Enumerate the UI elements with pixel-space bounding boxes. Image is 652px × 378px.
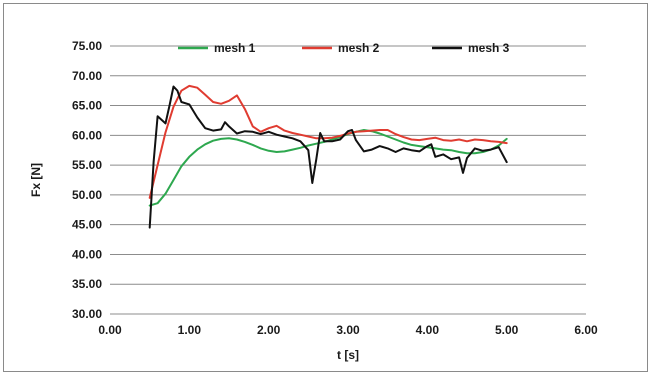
series-lines: [148, 84, 508, 229]
y-tick-label: 45.00: [72, 218, 102, 232]
y-tick-label: 60.00: [72, 128, 102, 142]
series-line-mesh-2: [148, 84, 508, 199]
x-tick-label: 3.00: [336, 323, 360, 337]
series-line-mesh-3: [148, 85, 508, 229]
x-tick-label: 5.00: [495, 323, 519, 337]
chart-frame: 30.00 35.00 40.00 45.00 50.00 55.00 60.00 65.00…: [3, 3, 648, 372]
y-tick-label: 40.00: [72, 247, 102, 261]
x-tick-label: 4.00: [416, 323, 440, 337]
x-tick-label: 6.00: [574, 323, 598, 337]
legend-label: mesh 1: [214, 41, 256, 55]
grid-lines: [110, 45, 586, 315]
legend-label: mesh 3: [468, 41, 510, 55]
x-axis-title: t [s]: [337, 348, 359, 362]
y-tick-label: 65.00: [72, 99, 102, 113]
y-tick-label: 55.00: [72, 158, 102, 172]
tick-labels: 30.00 35.00 40.00 45.00 50.00 55.00 60.00 65.00…: [72, 39, 598, 337]
legend-label: mesh 2: [338, 41, 380, 55]
y-tick-label: 75.00: [72, 39, 102, 53]
x-tick-label: 2.00: [257, 323, 281, 337]
x-tick-label: 1.00: [178, 323, 202, 337]
y-tick-label: 70.00: [72, 69, 102, 83]
line-chart: 30.00 35.00 40.00 45.00 50.00 55.00 60.00 65.00…: [29, 39, 598, 362]
x-tick-label: 0.00: [98, 323, 122, 337]
y-tick-label: 35.00: [72, 277, 102, 291]
y-tick-label: 50.00: [72, 188, 102, 202]
y-axis-title: Fx [N]: [29, 163, 43, 197]
legend: mesh 1 mesh 2 mesh 3: [178, 41, 510, 55]
y-tick-label: 30.00: [72, 307, 102, 321]
